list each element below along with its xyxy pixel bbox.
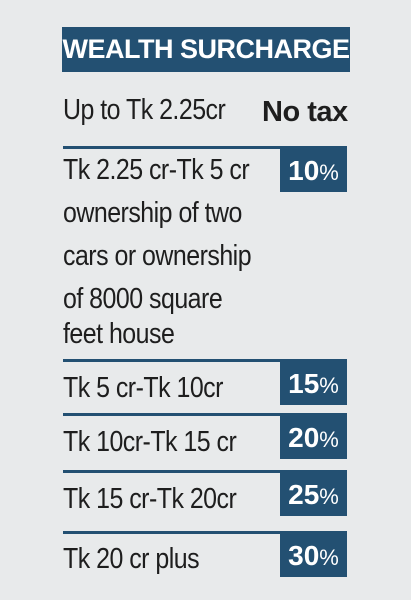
row-label-20cr-plus: Tk 20 cr plus [63, 543, 200, 575]
row-divider [63, 146, 347, 149]
row-label-2-25-to-5cr-line2: ownership of two [63, 197, 242, 229]
row-label-2-25-to-5cr-line3: cars or ownership [63, 240, 252, 272]
rate-number: 15 [288, 368, 320, 399]
rate-number: 10 [288, 155, 320, 186]
rate-percent: % [319, 373, 339, 398]
rate-badge-20: 20% [280, 416, 347, 459]
row-label-5-to-10cr: Tk 5 cr-Tk 10cr [63, 372, 223, 404]
rate-percent: % [319, 545, 339, 570]
rate-badge-10: 10% [280, 149, 347, 192]
row-label-up-to-2-25cr: Up to Tk 2.25cr [63, 94, 226, 126]
rate-percent: % [319, 160, 339, 185]
rate-badge-25: 25% [280, 473, 347, 516]
rate-number: 30 [288, 540, 320, 571]
rate-percent: % [319, 427, 339, 452]
table-title: WEALTH SURCHARGE [62, 27, 350, 72]
row-divider [63, 470, 347, 473]
rate-number: 25 [288, 479, 320, 510]
row-label-2-25-to-5cr-line5: feet house [63, 318, 175, 350]
rate-badge-15: 15% [280, 362, 347, 405]
row-label-10-to-15cr: Tk 10cr-Tk 15 cr [63, 426, 237, 458]
row-divider [63, 413, 347, 416]
rate-number: 20 [288, 422, 320, 453]
row-divider [63, 531, 347, 534]
row-divider [63, 359, 347, 362]
row-label-2-25-to-5cr-line1: Tk 2.25 cr-Tk 5 cr [63, 154, 250, 186]
row-label-2-25-to-5cr-line4: of 8000 square [63, 283, 223, 315]
rate-percent: % [319, 484, 339, 509]
row-label-15-to-20cr: Tk 15 cr-Tk 20cr [63, 483, 237, 515]
rate-no-tax: No tax [262, 96, 348, 128]
rate-badge-30: 30% [280, 534, 347, 577]
